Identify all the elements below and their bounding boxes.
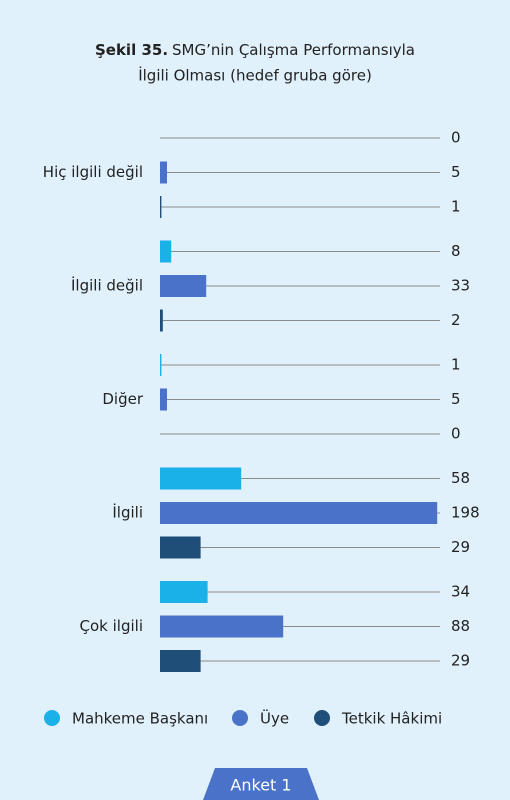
bar — [160, 275, 207, 297]
bar — [160, 581, 208, 603]
value-label: 29 — [451, 538, 470, 556]
bar — [160, 650, 201, 672]
legend-label: Mahkeme Başkanı — [72, 710, 208, 728]
value-label: 33 — [451, 277, 470, 295]
legend-swatch — [44, 710, 60, 726]
bar — [160, 196, 162, 218]
bar — [160, 309, 163, 332]
chart-title: İlgili Olması (hedef gruba göre) — [138, 66, 372, 85]
value-label: 34 — [451, 583, 470, 601]
category-label: Hiç ilgili değil — [43, 163, 143, 181]
legend-swatch — [314, 710, 330, 726]
category-label: Diğer — [102, 390, 143, 408]
chart-title: SMG’nin Çalışma Performansıyla — [172, 41, 415, 59]
legend-label: Tetkik Hâkimi — [341, 710, 442, 728]
value-label: 58 — [451, 469, 470, 487]
value-label: 88 — [451, 617, 470, 635]
value-label: 2 — [451, 311, 461, 329]
value-label: 5 — [451, 390, 461, 408]
value-label: 29 — [451, 652, 470, 670]
title-label: Şekil 35. — [95, 41, 168, 59]
bar — [160, 354, 162, 376]
category-label: İlgili değil — [71, 276, 143, 295]
footer: Anket 1 — [230, 776, 291, 795]
value-label: 1 — [451, 356, 461, 374]
bar — [160, 161, 167, 184]
bar — [160, 615, 284, 638]
value-label: 0 — [451, 129, 461, 147]
value-label: 1 — [451, 198, 461, 216]
bar — [160, 536, 201, 559]
chart-title-line: Şekil 35. SMG’nin Çalışma Performansıyla — [95, 41, 415, 59]
footer-tab — [203, 768, 319, 800]
bar — [160, 388, 167, 411]
bar — [160, 467, 242, 490]
value-label: 198 — [451, 504, 480, 522]
legend-swatch — [232, 710, 248, 726]
legend-label: Üye — [260, 709, 289, 728]
bar — [160, 240, 172, 263]
value-label: 5 — [451, 163, 461, 181]
value-label: 0 — [451, 425, 461, 443]
category-label: İlgili — [112, 503, 143, 522]
category-label: Çok ilgili — [80, 617, 143, 635]
value-label: 8 — [451, 242, 461, 260]
bar — [160, 502, 438, 524]
